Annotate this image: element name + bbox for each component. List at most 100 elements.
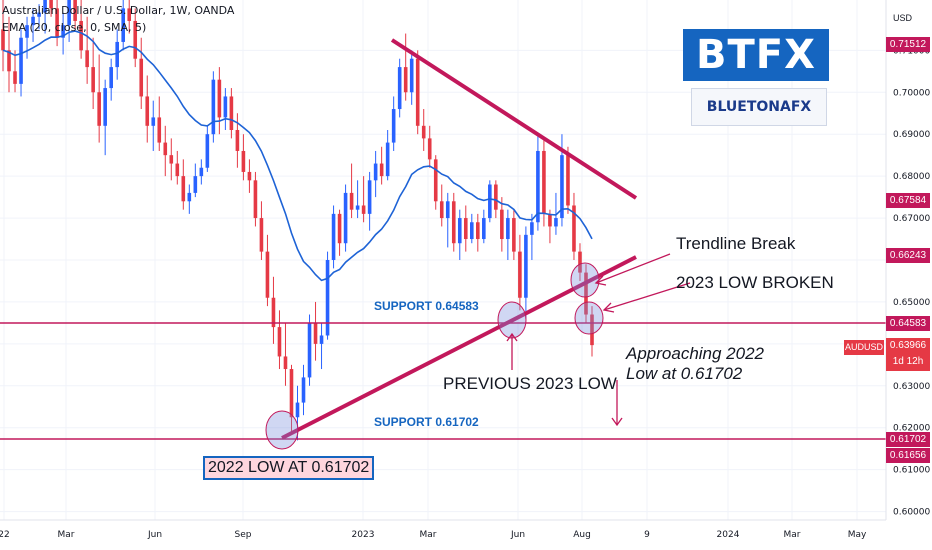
candle-body <box>476 222 480 240</box>
y-tick-label: 0.65000 <box>893 298 930 308</box>
x-tick-label: Aug <box>573 530 591 540</box>
candle-body <box>530 222 534 235</box>
x-tick-label: 2023 <box>352 530 375 540</box>
candle-body <box>79 20 83 51</box>
candle-body <box>361 205 366 214</box>
y-tick-label: 0.62000 <box>893 424 930 434</box>
candle-body <box>379 163 384 177</box>
candle-body <box>421 125 426 139</box>
support1-label: SUPPORT 0.64583 <box>374 299 479 313</box>
candle-body <box>482 218 486 240</box>
candle-body <box>37 12 41 17</box>
candle-body <box>259 218 264 252</box>
candle-body <box>175 163 180 177</box>
x-tick-label: Mar <box>420 530 437 540</box>
x-tick-label: 2024 <box>717 530 740 540</box>
candle-body <box>518 251 522 298</box>
candle-body <box>524 234 528 298</box>
circle-low-broken <box>574 301 604 335</box>
candle-body <box>277 327 282 357</box>
candle-body <box>542 150 546 214</box>
trendline-break-label: Trendline Break <box>676 234 796 253</box>
candle-body <box>578 251 582 273</box>
candle-body <box>67 0 71 26</box>
candle-body <box>49 0 53 9</box>
bar-countdown: 1d 12h <box>892 356 924 367</box>
candle-body <box>355 205 360 210</box>
y-tick-label: 0.60000 <box>893 508 930 518</box>
candle-body <box>325 260 330 336</box>
ema-line <box>2 30 593 282</box>
prev-low-label: PREVIOUS 2023 LOW <box>443 374 617 393</box>
bluetonafx-logo: BLUETONAFX <box>691 88 827 126</box>
y-tick-label: 0.61000 <box>893 466 930 476</box>
candle-body <box>536 150 540 223</box>
candle-body <box>139 58 144 97</box>
candle-body <box>229 96 234 130</box>
x-tick-label: Sep <box>235 530 252 540</box>
candle-body <box>91 67 95 93</box>
candle-body <box>31 16 35 26</box>
last-price-value: 0.63966 <box>889 340 927 351</box>
candle-body <box>397 67 402 110</box>
candle-body <box>427 138 432 160</box>
candle-body <box>1 29 5 51</box>
candles <box>1 0 594 441</box>
last-price-badge: 0.63966 1d 12h <box>886 338 930 371</box>
candle-body <box>590 314 594 346</box>
price-label-071512: 0.71512 <box>886 37 930 52</box>
candle-body <box>223 96 228 118</box>
candle-body <box>253 180 258 219</box>
x-tick-label: Mar <box>58 530 75 540</box>
candle-body <box>169 155 174 164</box>
grid <box>0 0 886 520</box>
candle-body <box>211 79 216 135</box>
candle-body <box>25 25 29 38</box>
x-tick-label: Mar <box>784 530 801 540</box>
candle-body <box>349 192 354 210</box>
candle-body <box>373 163 378 181</box>
candle-body <box>469 222 474 240</box>
candle-body <box>283 356 288 370</box>
candle-body <box>439 201 444 219</box>
circle-break <box>570 262 600 298</box>
candle-body <box>85 50 89 68</box>
circle-2023-low <box>497 301 527 339</box>
low-2022-box: 2022 LOW AT 0.61702 <box>203 456 375 480</box>
candle-body <box>181 176 186 202</box>
symbol-title: Australian Dollar / U.S. Dollar, 1W, OAN… <box>2 4 235 17</box>
x-tick-label: Jun <box>147 530 162 540</box>
candle-body <box>19 37 23 84</box>
candle-body <box>205 134 210 168</box>
candle-body <box>500 209 504 240</box>
candle-body <box>157 117 162 143</box>
candle-body <box>265 251 270 298</box>
candle-body <box>43 0 47 13</box>
candle-body <box>409 58 414 93</box>
candle-body <box>301 377 306 403</box>
candle-body <box>241 150 246 172</box>
candle-body <box>494 184 498 210</box>
candle-body <box>584 272 588 315</box>
y-tick-label: 0.63000 <box>893 382 930 392</box>
candle-body <box>512 218 516 252</box>
candle-body <box>295 402 300 418</box>
candle-body <box>13 71 17 84</box>
candle-body <box>560 155 564 219</box>
candle-body <box>55 8 59 38</box>
candle-body <box>235 130 240 151</box>
indicator-label: EMA (20, close, 0, SMA, 5) <box>2 21 147 34</box>
candle-body <box>403 67 408 93</box>
candle-body <box>337 213 342 244</box>
support2-label: SUPPORT 0.61702 <box>374 415 479 429</box>
candle-body <box>451 201 456 244</box>
candle-body <box>187 192 192 202</box>
candle-body <box>127 8 132 21</box>
candle-body <box>566 155 570 206</box>
lower-trendline <box>281 255 637 440</box>
candle-body <box>115 41 119 68</box>
candle-body <box>572 205 576 252</box>
candle-body <box>163 142 168 156</box>
candle-body <box>506 218 510 240</box>
